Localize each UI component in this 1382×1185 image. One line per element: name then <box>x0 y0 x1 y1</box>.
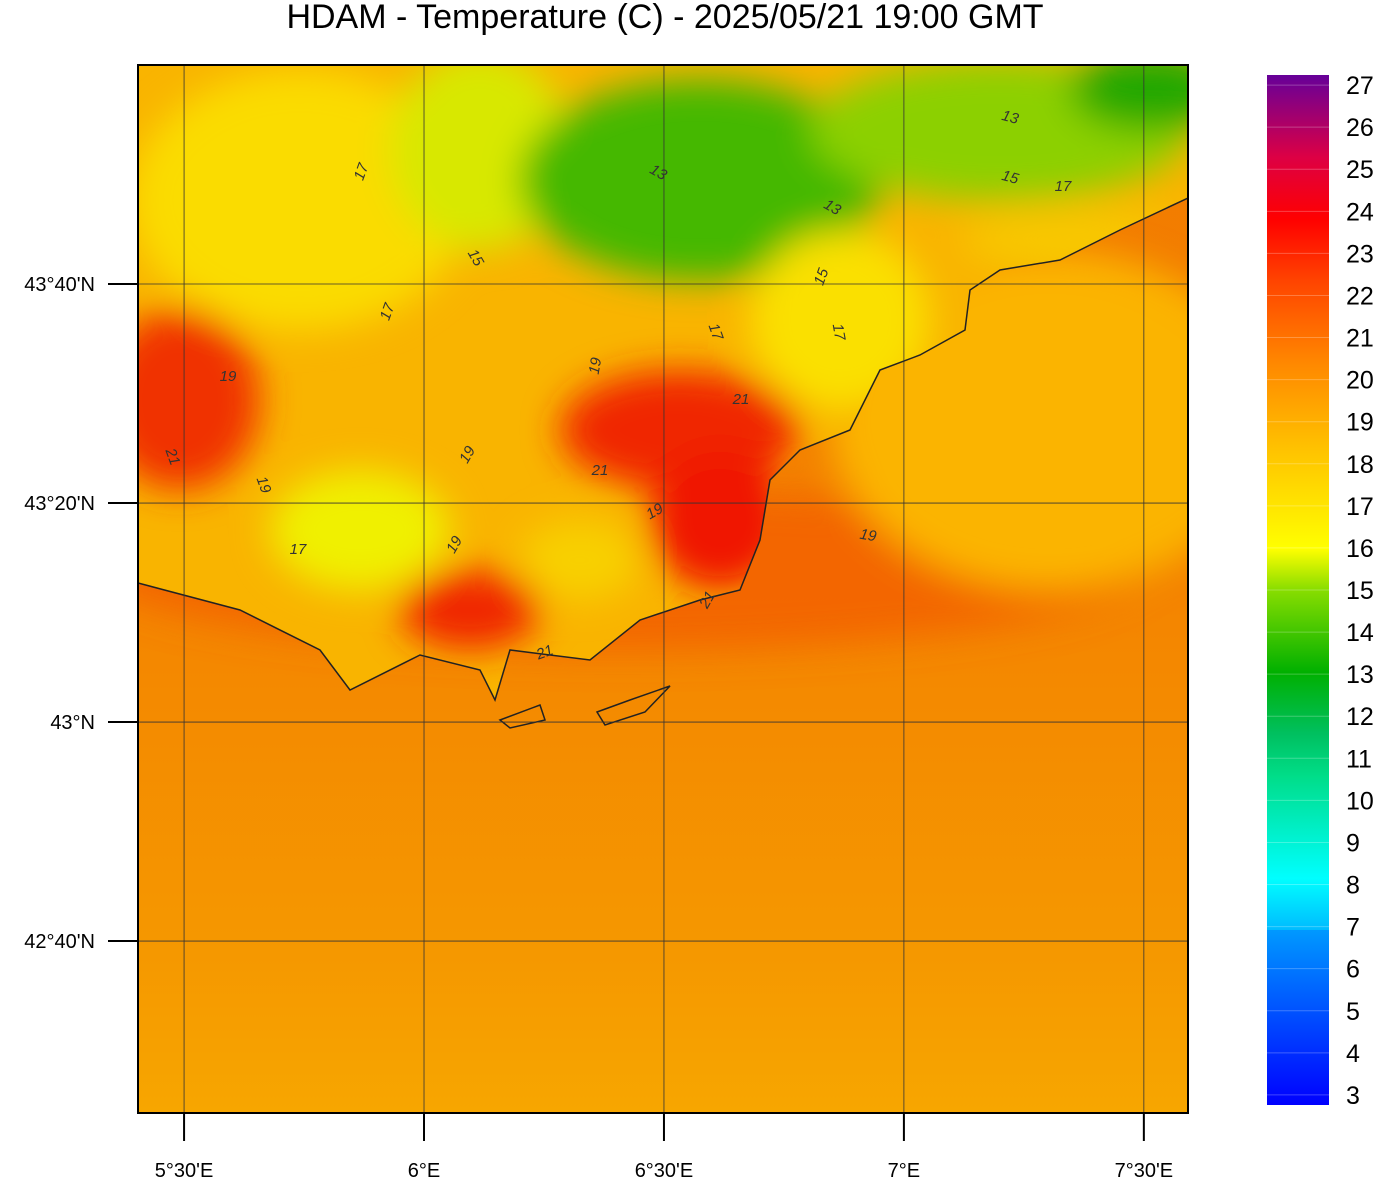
coastline <box>138 197 1188 703</box>
colorbar-label: 9 <box>1346 829 1360 857</box>
colorbar-label: 23 <box>1346 240 1374 268</box>
contour-label: 21 <box>591 462 609 479</box>
contour-label: 19 <box>253 474 275 496</box>
colorbar-label: 12 <box>1346 703 1374 731</box>
contour-label: 21 <box>732 391 750 408</box>
y-tick-label: 43°20'N <box>24 493 95 515</box>
colorbar-label: 10 <box>1346 787 1374 815</box>
colorbar-label: 13 <box>1346 661 1374 689</box>
x-tick-label: 6°E <box>408 1160 440 1180</box>
contour-label: 19 <box>220 368 237 385</box>
x-tick-label: 6°30'E <box>635 1160 694 1180</box>
contour-label: 17 <box>290 541 307 558</box>
contour-label: 19 <box>858 526 878 546</box>
colorbar-ticks: 3 4 5 6 7 8 9 10 11 12 13 14 15 16 17 18 19 20 21 22 23 24 25 2… <box>1267 72 1374 1110</box>
colorbar-label: 8 <box>1346 872 1360 900</box>
contour-label: 17 <box>351 160 373 182</box>
colorbar-label: 15 <box>1346 577 1374 605</box>
colorbar-label: 25 <box>1346 156 1374 184</box>
y-tick-label: 43°40'N <box>24 274 95 296</box>
colorbar-label: 6 <box>1346 956 1360 984</box>
contour-label: 19 <box>456 443 479 467</box>
contour-label: 21 <box>533 642 555 664</box>
x-tick-label: 5°30'E <box>155 1160 214 1180</box>
colorbar-label: 5 <box>1346 998 1360 1026</box>
title: HDAM - Temperature (C) - 2025/05/21 19:0… <box>286 0 1043 36</box>
colorbar-label: 24 <box>1346 198 1374 226</box>
grid <box>138 65 1188 1113</box>
contour-label: 17 <box>829 322 849 342</box>
islands <box>498 685 671 729</box>
y-tick-label: 42°40'N <box>24 931 95 953</box>
contour-label: 21 <box>696 588 720 612</box>
colorbar-label: 21 <box>1346 325 1374 353</box>
contour-label: 15 <box>464 246 487 270</box>
axes: 5°30'E 6°E 6°30'E 7°E 7°30'E 43°40'N 43°20'N 43… <box>24 274 1174 1182</box>
x-tick-label: 7°E <box>888 1160 920 1180</box>
colorbar-label: 14 <box>1346 619 1374 647</box>
contour-label: 19 <box>586 356 606 376</box>
colorbar-label: 26 <box>1346 114 1374 142</box>
x-tick-label: 7°30'E <box>1115 1160 1174 1180</box>
colorbar-label: 3 <box>1346 1082 1360 1110</box>
contour-label: 17 <box>377 300 399 322</box>
colorbar-label: 22 <box>1346 282 1374 310</box>
contour-label: 13 <box>647 161 671 184</box>
colorbar-label: 4 <box>1346 1040 1360 1068</box>
colorbar-label: 7 <box>1346 914 1360 942</box>
contour-label: 17 <box>1055 178 1072 195</box>
contour-label: 17 <box>705 321 727 343</box>
contour-label: 21 <box>161 445 183 467</box>
contour-label: 15 <box>1000 167 1021 188</box>
contour-labels: 17 15 17 13 13 15 17 13 15 17 17 19 19 21 21 19 19 17 19 19… <box>161 107 1072 664</box>
y-tick-label: 43°N <box>50 712 95 734</box>
temperature-field: 17 15 17 13 13 15 17 13 15 17 17 19 19 21 21 19 19 17 19 19… <box>138 65 1188 1113</box>
colorbar-label: 27 <box>1346 72 1374 100</box>
colorbar-label: 19 <box>1346 409 1374 437</box>
colorbar-label: 20 <box>1346 367 1374 395</box>
contour-label: 13 <box>1000 107 1021 128</box>
contour-label: 13 <box>821 196 845 219</box>
contour-label: 15 <box>811 265 833 287</box>
colorbar <box>1267 75 1329 1105</box>
colorbar-label: 18 <box>1346 451 1374 479</box>
colorbar-label: 16 <box>1346 535 1374 563</box>
colorbar-label: 11 <box>1346 745 1372 773</box>
colorbar-label: 17 <box>1346 493 1374 521</box>
contour-label: 19 <box>443 533 466 557</box>
contour-label: 19 <box>643 500 667 523</box>
